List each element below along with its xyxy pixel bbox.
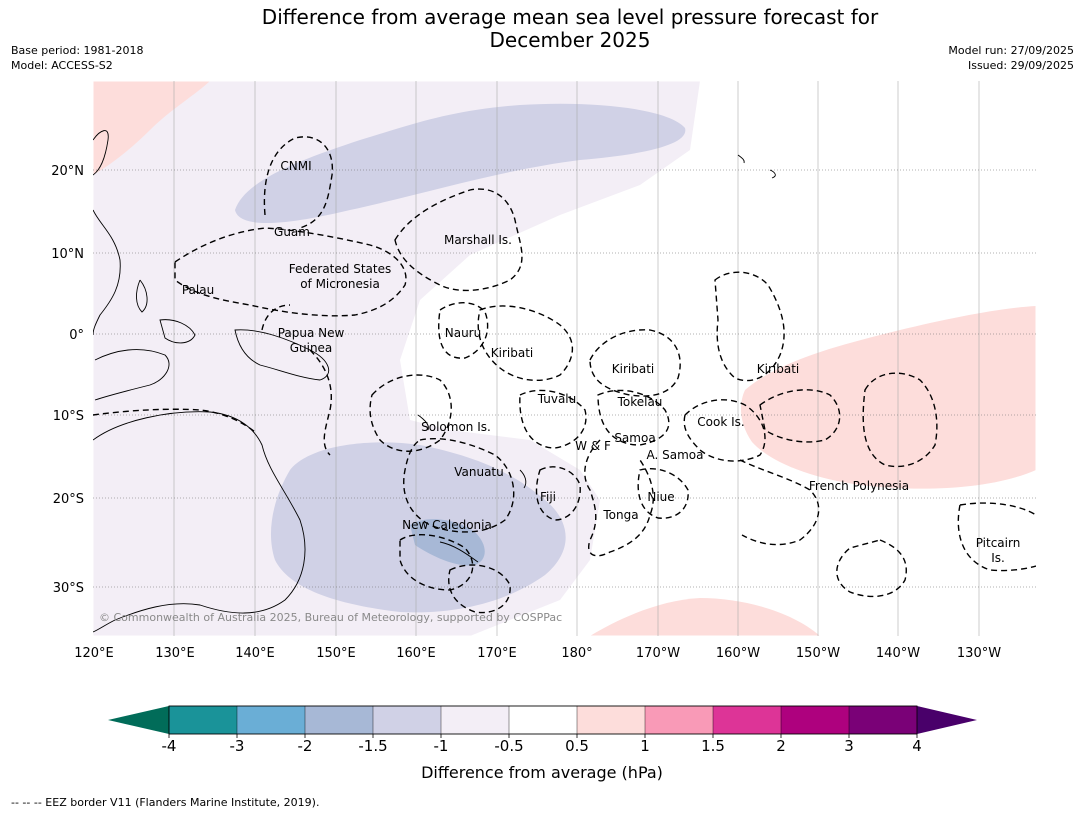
colorbar-segment bbox=[304, 705, 374, 735]
anomaly-region-plus-south bbox=[590, 598, 820, 636]
colorbar-tick-label: -3 bbox=[230, 737, 245, 755]
colorbar-segment bbox=[576, 705, 646, 735]
label-kiribati-west: Kiribati bbox=[491, 346, 533, 360]
label-american-samoa: A. Samoa bbox=[647, 448, 704, 462]
label-kiribati-east: Kiribati bbox=[757, 362, 799, 376]
lon-tick-labels: 120°E 130°E 140°E 150°E 160°E 170°E 180°… bbox=[74, 646, 1001, 661]
colorbar-under-arrow bbox=[108, 706, 169, 734]
colorbar-outline bbox=[168, 705, 918, 735]
lat-tick-20s: 20°S bbox=[53, 492, 84, 507]
colorbar-segment bbox=[644, 705, 714, 735]
colorbar-tick-label: 2 bbox=[776, 737, 786, 755]
pressure-anomaly-field bbox=[93, 81, 1036, 636]
label-fsm-line1: Federated States bbox=[289, 262, 391, 276]
map-title-line-2: December 2025 bbox=[489, 28, 651, 52]
colorbar-label: Difference from average (hPa) bbox=[421, 763, 663, 782]
label-samoa: Samoa bbox=[614, 431, 655, 445]
colorbar-tick-label: -1 bbox=[434, 737, 449, 755]
eez-footnote: -- -- -- EEZ border V11 (Flanders Marine… bbox=[11, 796, 320, 809]
anomaly-region-plus-northwest bbox=[93, 81, 210, 175]
lat-tick-0: 0° bbox=[69, 328, 84, 343]
label-pitcairn-line1: Pitcairn bbox=[976, 536, 1021, 550]
map-frame bbox=[92, 80, 1037, 637]
model-run: Model run: 27/09/2025 bbox=[948, 44, 1074, 57]
colorbar: -4 -3 -2 -1.5 -1 -0.5 0.5 1 1.5 2 3 4 Difference fr… bbox=[108, 705, 977, 782]
label-marshall-is: Marshall Is. bbox=[444, 233, 512, 247]
lon-tick-140e: 140°E bbox=[235, 646, 275, 661]
colorbar-tick-label: 1.5 bbox=[701, 737, 725, 755]
issued-date: Issued: 29/09/2025 bbox=[967, 59, 1074, 72]
lon-tick-170e: 170°E bbox=[477, 646, 517, 661]
label-tonga: Tonga bbox=[602, 508, 638, 522]
model-name: Model: ACCESS-S2 bbox=[11, 59, 113, 72]
label-fsm-line2: of Micronesia bbox=[300, 277, 380, 291]
label-cnmi: CNMI bbox=[280, 159, 311, 173]
lat-tick-10s: 10°S bbox=[53, 409, 84, 424]
lon-gridlines bbox=[173, 81, 980, 636]
copyright-notice: © Commonwealth of Australia 2025, Bureau… bbox=[99, 611, 562, 624]
anomaly-region-plus-east bbox=[740, 306, 1036, 489]
label-pitcairn-line2: Is. bbox=[991, 551, 1005, 565]
label-tokelau: Tokelau bbox=[617, 395, 663, 409]
label-tuvalu: Tuvalu bbox=[537, 392, 577, 406]
label-nauru: Nauru bbox=[445, 326, 481, 340]
label-png-line1: Papua New bbox=[278, 326, 345, 340]
lat-tick-30s: 30°S bbox=[53, 581, 84, 596]
lon-tick-120e: 120°E bbox=[74, 646, 114, 661]
lon-tick-180: 180° bbox=[561, 646, 592, 661]
anomaly-region-minus-one-north bbox=[235, 103, 686, 224]
lat-tick-10n: 10°N bbox=[51, 247, 84, 262]
lon-tick-170w: 170°W bbox=[636, 646, 680, 661]
colorbar-segment bbox=[712, 705, 782, 735]
colorbar-segment bbox=[508, 705, 578, 735]
lon-tick-150w: 150°W bbox=[796, 646, 840, 661]
colorbar-segment bbox=[168, 705, 238, 735]
coastlines bbox=[93, 130, 776, 633]
label-kiribati-central: Kiribati bbox=[612, 362, 654, 376]
colorbar-tick-label: 4 bbox=[912, 737, 922, 755]
colorbar-tick-label: -1.5 bbox=[358, 737, 387, 755]
colorbar-tick-label: 3 bbox=[844, 737, 854, 755]
lat-tick-20n: 20°N bbox=[51, 164, 84, 179]
eez-borders bbox=[93, 136, 1036, 614]
label-wallis-futuna: W & F bbox=[575, 439, 611, 453]
base-period: Base period: 1981-2018 bbox=[11, 44, 144, 57]
colorbar-segment bbox=[372, 705, 442, 735]
colorbar-segment bbox=[440, 705, 510, 735]
label-niue: Niue bbox=[647, 490, 674, 504]
colorbar-segment bbox=[780, 705, 850, 735]
map-title-line-1: Difference from average mean sea level p… bbox=[261, 5, 879, 29]
label-vanuatu: Vanuatu bbox=[454, 465, 504, 479]
lon-tick-160w: 160°W bbox=[716, 646, 760, 661]
colorbar-over-arrow bbox=[917, 706, 977, 734]
label-palau: Palau bbox=[182, 283, 214, 297]
region-labels: CNMI Guam Marshall Is. Federated States … bbox=[182, 159, 1020, 565]
colorbar-tick-label: 0.5 bbox=[565, 737, 589, 755]
label-solomon-is: Solomon Is. bbox=[421, 420, 491, 434]
lon-tick-150e: 150°E bbox=[316, 646, 356, 661]
label-new-caledonia: New Caledonia bbox=[402, 518, 492, 532]
lat-gridlines bbox=[93, 169, 1036, 588]
colorbar-tick-label: -0.5 bbox=[494, 737, 523, 755]
lat-tick-labels: 20°N 10°N 0° 10°S 20°S 30°S bbox=[51, 164, 84, 596]
lon-tick-160e: 160°E bbox=[396, 646, 436, 661]
colorbar-segment bbox=[848, 705, 918, 735]
lon-tick-140w: 140°W bbox=[876, 646, 920, 661]
lon-tick-130e: 130°E bbox=[155, 646, 195, 661]
colorbar-segments bbox=[168, 705, 918, 735]
label-cook-is: Cook Is. bbox=[697, 415, 744, 429]
colorbar-ticks: -4 -3 -2 -1.5 -1 -0.5 0.5 1 1.5 2 3 4 bbox=[162, 734, 922, 755]
colorbar-segment bbox=[236, 705, 306, 735]
colorbar-tick-label: -2 bbox=[298, 737, 313, 755]
label-french-polynesia: French Polynesia bbox=[809, 479, 909, 493]
lon-tick-130w: 130°W bbox=[957, 646, 1001, 661]
label-guam: Guam bbox=[274, 225, 310, 239]
label-fiji: Fiji bbox=[540, 490, 556, 504]
colorbar-tick-label: -4 bbox=[162, 737, 177, 755]
colorbar-tick-label: 1 bbox=[640, 737, 650, 755]
label-png-line2: Guinea bbox=[290, 341, 333, 355]
